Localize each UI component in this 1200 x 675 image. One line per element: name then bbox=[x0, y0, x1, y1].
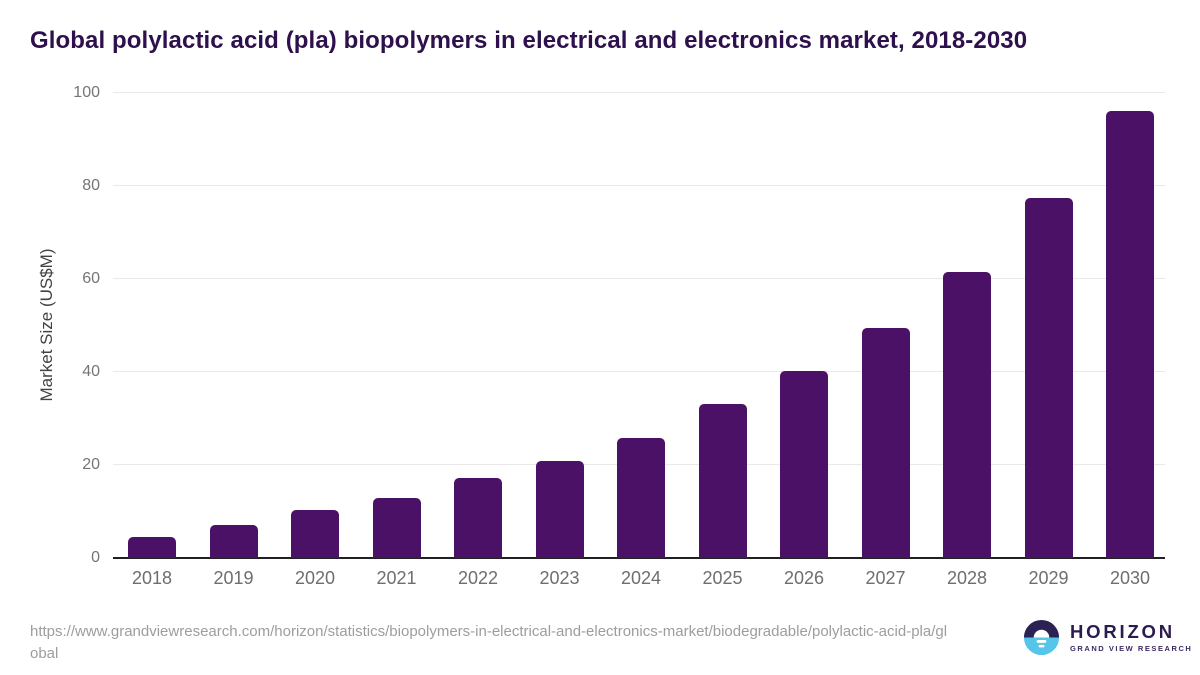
x-tick-label-2022: 2022 bbox=[457, 568, 499, 588]
bar-2029[interactable] bbox=[1024, 197, 1073, 558]
x-tick-label-2018: 2018 bbox=[131, 568, 173, 588]
chart-title: Global polylactic acid (pla) biopolymers… bbox=[30, 27, 1028, 54]
x-tick-label-2024: 2024 bbox=[620, 568, 662, 588]
x-tick-label-2030: 2030 bbox=[1109, 568, 1151, 588]
logo-brand: HORIZON bbox=[1070, 621, 1175, 643]
y-tick-label-0: 0 bbox=[91, 549, 100, 566]
y-tick-label-40: 40 bbox=[82, 362, 100, 380]
bar-2027[interactable] bbox=[861, 327, 910, 558]
y-tick-label-100: 100 bbox=[73, 83, 100, 101]
bar-2024[interactable] bbox=[617, 437, 665, 558]
bar-2025[interactable] bbox=[698, 404, 747, 558]
horizon-logo[interactable]: HORIZON GRAND VIEW RESEARCH bbox=[1022, 618, 1192, 657]
y-tick-label-60: 60 bbox=[82, 269, 100, 287]
x-tick-label-2029: 2029 bbox=[1028, 568, 1069, 588]
logo-subbrand: GRAND VIEW RESEARCH bbox=[1070, 643, 1193, 653]
x-tick-label-2027: 2027 bbox=[865, 568, 906, 588]
x-tick-label-2019: 2019 bbox=[213, 568, 254, 588]
gridline-y-80 bbox=[113, 185, 1165, 187]
bar-2026[interactable] bbox=[780, 371, 828, 558]
bar-2023[interactable] bbox=[535, 461, 584, 558]
bar-2018[interactable] bbox=[128, 536, 176, 558]
logo-text: HORIZON GRAND VIEW RESEARCH bbox=[1070, 621, 1193, 653]
bar-2019[interactable] bbox=[209, 524, 258, 558]
y-tick-label-20: 20 bbox=[82, 455, 100, 473]
gridline-y-60 bbox=[113, 278, 1165, 280]
gridline-y-40 bbox=[113, 371, 1165, 373]
source-url: https://www.grandviewresearch.com/horizo… bbox=[30, 623, 948, 662]
x-axis-line bbox=[113, 557, 1165, 559]
bar-2022[interactable] bbox=[454, 478, 502, 558]
bar-2030[interactable] bbox=[1106, 110, 1154, 558]
x-tick-label-2021: 2021 bbox=[376, 568, 417, 588]
x-tick-label-2023: 2023 bbox=[539, 568, 580, 588]
x-tick-label-2020: 2020 bbox=[294, 568, 336, 588]
bar-2021[interactable] bbox=[372, 497, 421, 558]
y-tick-label-80: 80 bbox=[82, 176, 100, 194]
x-tick-label-2025: 2025 bbox=[702, 568, 743, 588]
bar-2020[interactable] bbox=[291, 509, 339, 558]
horizon-logo-icon bbox=[1023, 619, 1060, 656]
bar-2028[interactable] bbox=[943, 272, 991, 558]
x-tick-label-2028: 2028 bbox=[946, 568, 988, 588]
x-tick-label-2026: 2026 bbox=[783, 568, 825, 588]
gridline-y-100 bbox=[113, 92, 1165, 94]
